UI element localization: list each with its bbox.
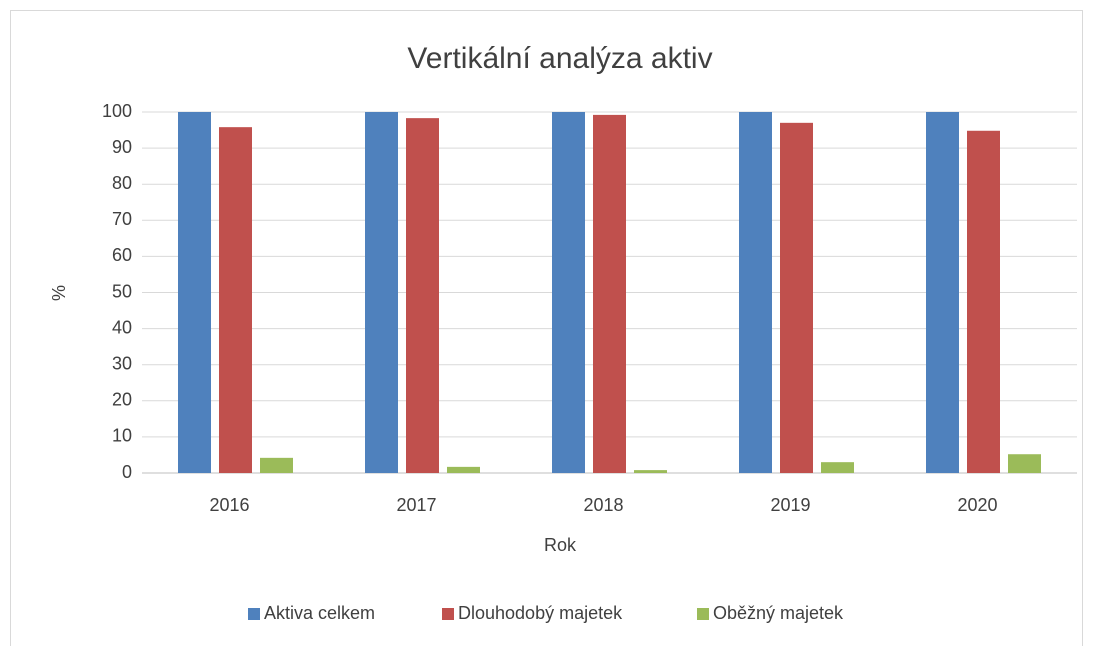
y-tick-label: 40 <box>112 317 132 337</box>
y-tick-label: 10 <box>112 426 132 446</box>
bar <box>926 112 959 473</box>
legend-label: Oběžný majetek <box>713 603 844 623</box>
bar <box>260 457 293 473</box>
y-tick-label: 70 <box>112 209 132 229</box>
bar <box>219 127 252 474</box>
bar <box>406 118 439 474</box>
bar <box>447 466 480 473</box>
y-tick-label: 0 <box>122 462 132 482</box>
y-tick-label: 50 <box>112 281 132 301</box>
bar <box>178 112 211 473</box>
chart-title: Vertikální analýza aktiv <box>407 42 712 75</box>
y-tick-label: 80 <box>112 173 132 193</box>
bar <box>634 470 667 473</box>
y-tick-label: 100 <box>102 101 132 121</box>
legend-swatch <box>248 608 260 620</box>
y-tick-label: 30 <box>112 353 132 373</box>
y-tick-label: 20 <box>112 390 132 410</box>
x-tick-label: 2016 <box>209 495 249 515</box>
bar <box>821 462 854 473</box>
y-tick-label: 60 <box>112 245 132 265</box>
bar <box>1008 454 1041 473</box>
y-axis-label: % <box>49 285 69 301</box>
x-tick-label: 2020 <box>957 495 997 515</box>
bar <box>552 112 585 473</box>
bar <box>739 112 772 473</box>
x-tick-label: 2017 <box>396 495 436 515</box>
bar <box>593 114 626 473</box>
x-tick-label: 2018 <box>583 495 623 515</box>
legend-label: Dlouhodobý majetek <box>458 603 623 623</box>
x-tick-label: 2019 <box>770 495 810 515</box>
legend-swatch <box>442 608 454 620</box>
x-axis-label: Rok <box>544 535 577 555</box>
bar <box>780 122 813 473</box>
legend-swatch <box>697 608 709 620</box>
y-tick-label: 90 <box>112 137 132 157</box>
bar <box>365 112 398 473</box>
legend-label: Aktiva celkem <box>264 603 375 623</box>
bar <box>967 130 1000 473</box>
